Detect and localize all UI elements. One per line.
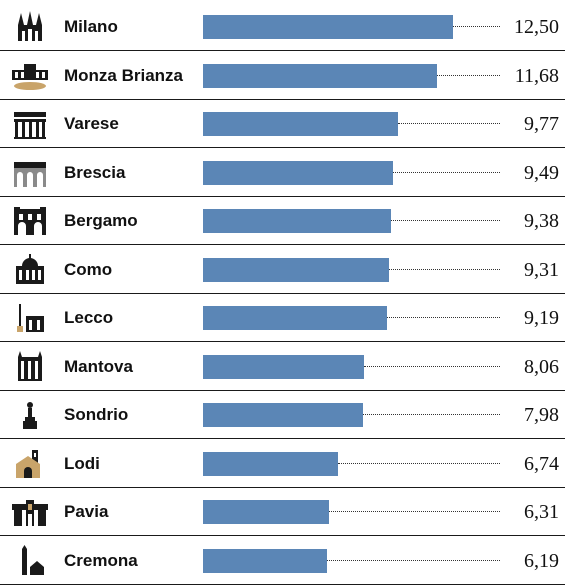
sondrio-statue-icon: [10, 399, 50, 431]
category-label: Lecco: [64, 308, 114, 327]
bar: [203, 63, 437, 88]
category-label: Cremona: [64, 550, 138, 570]
category-label: Brescia: [64, 162, 126, 182]
leader-line: [453, 26, 500, 27]
lodi-cathedral-icon: [10, 448, 50, 480]
category-label: Milano: [64, 17, 118, 36]
lecco-monument-icon: [10, 302, 50, 334]
value-label: 8,06: [524, 355, 559, 378]
chart-row: Bergamo 9,38: [0, 197, 565, 245]
leader-line: [327, 559, 500, 561]
leader-line: [393, 171, 500, 173]
bar: [203, 112, 398, 136]
bar: [203, 209, 391, 233]
bar: [203, 160, 393, 185]
category-label: Sondrio: [64, 405, 129, 424]
category-label: Como: [64, 259, 113, 279]
value-label: 9,38: [524, 210, 559, 232]
chart-row: Cremona 6,19: [0, 537, 565, 585]
chart-row: Monza Brianza 11,68: [0, 52, 565, 100]
chart-row: Pavia 6,31: [0, 488, 565, 536]
value-label: 9,49: [524, 161, 559, 184]
leader-line: [364, 365, 500, 367]
bar: [203, 257, 389, 282]
leader-line: [389, 268, 500, 270]
leader-line: [387, 317, 500, 318]
value-label: 11,68: [514, 64, 559, 87]
chart-row: Lodi 6,74: [0, 440, 565, 488]
bar: [203, 306, 387, 330]
leader-line: [398, 123, 500, 124]
category-label: Pavia: [64, 502, 109, 521]
value-label: 9,77: [524, 113, 559, 135]
category-label: Lodi: [64, 453, 100, 473]
value-label: 6,31: [524, 501, 559, 523]
brescia-loggia-icon: [10, 157, 50, 189]
chart-row: Sondrio 7,98: [0, 391, 565, 439]
leader-line: [363, 414, 500, 415]
monza-villa-reale-icon: [10, 60, 50, 92]
leader-line: [329, 511, 500, 512]
value-label: 7,98: [524, 404, 559, 426]
bar: [203, 354, 364, 379]
pavia-broletto-icon: [10, 496, 50, 528]
chart-row: Brescia 9,49: [0, 149, 565, 197]
chart-row: Milano 12,50: [0, 3, 565, 51]
bar: [203, 548, 327, 573]
category-label: Varese: [64, 114, 119, 133]
chart-row: Lecco 9,19: [0, 294, 565, 342]
leader-line: [437, 74, 500, 76]
bar: [203, 451, 338, 476]
bergamo-palazzo-icon: [10, 205, 50, 237]
bar: [203, 403, 363, 427]
category-label: Monza Brianza: [64, 65, 184, 85]
mantova-palazzo-icon: [10, 350, 50, 383]
chart-row: Mantova 8,06: [0, 343, 565, 391]
chart-row: Como 9,31: [0, 246, 565, 294]
chart-row: Varese 9,77: [0, 100, 565, 148]
category-label: Mantova: [64, 356, 133, 376]
value-label: 9,19: [524, 307, 559, 329]
milano-duomo-icon: [10, 11, 50, 43]
leader-line: [338, 462, 500, 464]
value-label: 6,74: [524, 452, 559, 475]
value-label: 12,50: [514, 16, 559, 38]
value-label: 6,19: [524, 549, 559, 572]
bar: [203, 500, 329, 524]
varese-palazzo-icon: [10, 108, 50, 140]
leader-line: [391, 220, 500, 221]
cremona-torrazzo-icon: [10, 544, 50, 577]
bar: [203, 15, 453, 39]
category-label: Bergamo: [64, 211, 138, 230]
chart-container: Milano 12,50 Monza Brianza 11,68 Varese 9,77 B…: [0, 3, 565, 585]
value-label: 9,31: [524, 258, 559, 281]
como-duomo-icon: [10, 253, 50, 286]
